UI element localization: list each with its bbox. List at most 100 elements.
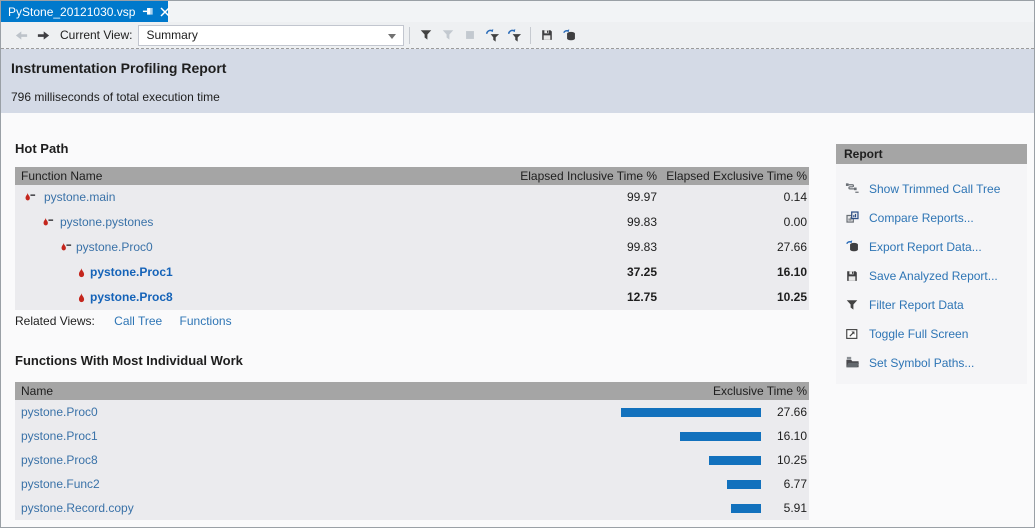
refresh-filter-icon[interactable] xyxy=(481,24,503,46)
related-view-call-tree-link[interactable]: Call Tree xyxy=(114,314,163,328)
exclusive-time-bar xyxy=(621,408,761,417)
column-header-function-name[interactable]: Function Name xyxy=(21,169,103,183)
close-icon[interactable] xyxy=(160,6,170,17)
exclusive-time-bar xyxy=(727,480,761,489)
report-panel-title: Report xyxy=(836,144,1027,164)
set-symbol-paths-link[interactable]: Set Symbol Paths... xyxy=(836,348,1027,377)
pin-icon[interactable] xyxy=(142,6,153,17)
function-link[interactable]: pystone.Proc0 xyxy=(21,405,98,419)
related-views-label: Related Views: xyxy=(15,314,95,328)
function-link[interactable]: pystone.Func2 xyxy=(21,477,100,491)
export-data-icon[interactable] xyxy=(558,24,580,46)
exclusive-time-value: 6.77 xyxy=(783,477,807,491)
function-link[interactable]: pystone.main xyxy=(44,190,116,204)
exclusive-time-value: 10.25 xyxy=(776,453,807,467)
flame-dash-icon xyxy=(22,190,37,215)
function-link[interactable]: pystone.Proc8 xyxy=(90,290,173,304)
functions-work-header-row: Name Exclusive Time % xyxy=(15,382,809,400)
symbol-paths-folder-icon xyxy=(844,355,860,370)
exclusive-time-value: 16.10 xyxy=(776,429,807,443)
tab-title: PyStone_20121030.vsp xyxy=(8,4,136,19)
compare-reports-link[interactable]: Compare Reports... xyxy=(836,203,1027,232)
exclusive-time-bar xyxy=(680,432,761,441)
filter-icon[interactable] xyxy=(415,24,437,46)
table-row: pystone.Proc1 16.10 xyxy=(15,424,809,448)
refresh-filter-alt-icon[interactable] xyxy=(503,24,525,46)
show-trimmed-call-tree-link[interactable]: Show Trimmed Call Tree xyxy=(836,174,1027,203)
panel-item-label: Toggle Full Screen xyxy=(869,326,969,341)
function-link[interactable]: pystone.Proc8 xyxy=(21,453,98,467)
panel-item-label: Export Report Data... xyxy=(869,239,982,254)
column-header-name[interactable]: Name xyxy=(21,384,54,398)
stop-icon xyxy=(459,24,481,46)
table-row: pystone.Proc1 37.25 16.10 xyxy=(15,260,809,285)
flame-dash-icon xyxy=(58,240,73,265)
exclusive-time-value: 27.66 xyxy=(776,405,807,419)
column-header-exclusive[interactable]: Elapsed Exclusive Time % xyxy=(666,169,807,183)
hot-path-header-row: Function Name Elapsed Inclusive Time % E… xyxy=(15,167,809,185)
panel-item-label: Set Symbol Paths... xyxy=(869,355,975,370)
flame-icon xyxy=(74,265,88,290)
exclusive-value: 0.00 xyxy=(783,215,807,229)
inclusive-value: 99.83 xyxy=(626,240,657,254)
function-link[interactable]: pystone.Record.copy xyxy=(21,501,134,515)
functions-work-table: Name Exclusive Time % pystone.Proc0 27.6… xyxy=(15,382,809,520)
total-time-summary: 796 milliseconds of total execution time xyxy=(11,90,220,104)
flame-icon xyxy=(74,290,88,315)
column-header-exclusive-time[interactable]: Exclusive Time % xyxy=(712,384,807,398)
back-icon[interactable] xyxy=(10,24,32,46)
related-view-functions-link[interactable]: Functions xyxy=(179,314,232,328)
view-selector[interactable]: Summary xyxy=(138,24,405,46)
table-row: pystone.Proc0 99.83 27.66 xyxy=(15,235,809,260)
fullscreen-icon xyxy=(844,327,860,341)
functions-work-title: Functions With Most Individual Work xyxy=(15,353,243,368)
page-title: Instrumentation Profiling Report xyxy=(11,60,227,76)
exclusive-value: 16.10 xyxy=(776,265,807,279)
filter-icon xyxy=(844,298,860,312)
save-analyzed-report-link[interactable]: Save Analyzed Report... xyxy=(836,261,1027,290)
table-row: pystone.main 99.97 0.14 xyxy=(15,185,809,210)
inclusive-value: 12.75 xyxy=(626,290,657,304)
toolbar-separator xyxy=(530,26,532,44)
function-link[interactable]: pystone.pystones xyxy=(60,215,154,229)
table-row: pystone.pystones 99.83 0.00 xyxy=(15,210,809,235)
save-icon xyxy=(844,269,860,283)
panel-item-label: Save Analyzed Report... xyxy=(869,268,998,283)
profiler-toolbar: Current View: Summary xyxy=(1,22,1034,49)
filter-report-data-link[interactable]: Filter Report Data xyxy=(836,290,1027,319)
inclusive-value: 37.25 xyxy=(626,265,657,279)
save-icon[interactable] xyxy=(536,24,558,46)
panel-item-label: Filter Report Data xyxy=(869,297,964,312)
compare-reports-icon xyxy=(844,210,860,225)
table-row: pystone.Proc0 27.66 xyxy=(15,400,809,424)
function-link[interactable]: pystone.Proc1 xyxy=(21,429,98,443)
report-header: Instrumentation Profiling Report 796 mil… xyxy=(1,49,1034,113)
exclusive-value: 10.25 xyxy=(776,290,807,304)
export-report-data-link[interactable]: Export Report Data... xyxy=(836,232,1027,261)
function-link[interactable]: pystone.Proc1 xyxy=(90,265,173,279)
table-row: pystone.Proc8 10.25 xyxy=(15,448,809,472)
report-panel: Show Trimmed Call Tree Compare Reports..… xyxy=(836,164,1027,384)
exclusive-value: 27.66 xyxy=(776,240,807,254)
forward-icon[interactable] xyxy=(32,24,54,46)
toggle-full-screen-link[interactable]: Toggle Full Screen xyxy=(836,319,1027,348)
inclusive-value: 99.83 xyxy=(626,215,657,229)
column-header-inclusive[interactable]: Elapsed Inclusive Time % xyxy=(520,169,657,183)
toolbar-separator xyxy=(409,26,411,44)
table-row: pystone.Proc8 12.75 10.25 xyxy=(15,285,809,310)
view-selector-value: Summary xyxy=(146,28,198,42)
exclusive-time-bar xyxy=(709,456,761,465)
table-row: pystone.Func2 6.77 xyxy=(15,472,809,496)
inclusive-value: 99.97 xyxy=(626,190,657,204)
exclusive-time-value: 5.91 xyxy=(783,501,807,515)
related-views: Related Views: Call Tree Functions xyxy=(15,312,246,330)
table-row: pystone.Record.copy 5.91 xyxy=(15,496,809,520)
current-view-label: Current View: xyxy=(60,28,133,42)
chevron-down-icon xyxy=(388,28,397,42)
function-link[interactable]: pystone.Proc0 xyxy=(76,240,153,254)
exclusive-value: 0.14 xyxy=(783,190,807,204)
hot-path-title: Hot Path xyxy=(15,141,69,156)
document-tab[interactable]: PyStone_20121030.vsp xyxy=(1,1,170,22)
filter-disabled-icon xyxy=(437,24,459,46)
